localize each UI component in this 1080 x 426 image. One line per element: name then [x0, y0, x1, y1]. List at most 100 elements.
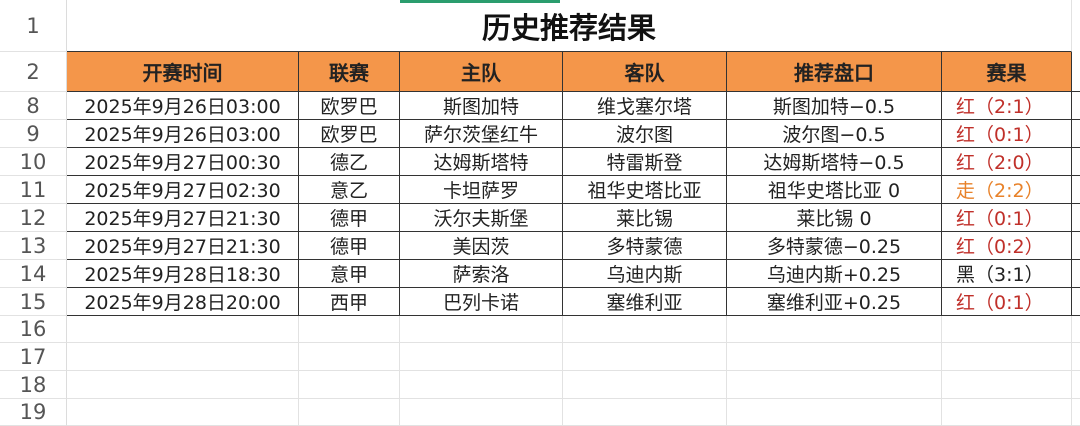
cell[interactable]	[299, 343, 400, 371]
cell[interactable]	[1072, 371, 1080, 399]
cell[interactable]: 2025年9月27日21:30	[67, 204, 299, 232]
row-header[interactable]: 2	[0, 52, 67, 92]
row-header[interactable]: 13	[0, 232, 67, 260]
result-cell[interactable]: 红（0:1）	[942, 204, 1072, 232]
cell[interactable]	[942, 343, 1072, 371]
header-cell[interactable]: 客队	[563, 52, 727, 92]
cell[interactable]: 2025年9月28日20:00	[67, 288, 299, 316]
cell[interactable]: 意甲	[299, 260, 400, 288]
row-header[interactable]: 14	[0, 260, 67, 288]
cell[interactable]	[1072, 92, 1080, 120]
cell[interactable]	[1072, 232, 1080, 260]
cell[interactable]	[942, 316, 1072, 343]
cell[interactable]: 祖华史塔比亚	[563, 176, 727, 204]
sheet-title[interactable]: 历史推荐结果	[67, 0, 1072, 52]
cell[interactable]: 莱比锡	[563, 204, 727, 232]
cell[interactable]: 祖华史塔比亚 0	[727, 176, 942, 204]
result-cell[interactable]: 红（0:1）	[942, 120, 1072, 148]
cell[interactable]	[67, 399, 299, 426]
cell[interactable]: 2025年9月27日00:30	[67, 148, 299, 176]
cell[interactable]	[67, 371, 299, 399]
row-header[interactable]: 19	[0, 399, 67, 426]
cell[interactable]: 塞维利亚+0.25	[727, 288, 942, 316]
cell[interactable]: 多特蒙德	[563, 232, 727, 260]
cell[interactable]: 斯图加特−0.5	[727, 92, 942, 120]
cell[interactable]: 萨索洛	[400, 260, 563, 288]
row-header[interactable]: 9	[0, 120, 67, 148]
header-cell[interactable]: 推荐盘口	[727, 52, 942, 92]
cell[interactable]: 2025年9月27日02:30	[67, 176, 299, 204]
cell[interactable]	[727, 316, 942, 343]
cell[interactable]	[400, 399, 563, 426]
row-header[interactable]: 10	[0, 148, 67, 176]
result-cell[interactable]: 红（2:0）	[942, 148, 1072, 176]
result-cell[interactable]: 红（0:2）	[942, 232, 1072, 260]
cell[interactable]: 多特蒙德−0.25	[727, 232, 942, 260]
result-cell[interactable]: 红（0:1）	[942, 288, 1072, 316]
header-cell[interactable]: 赛果	[942, 52, 1072, 92]
header-cell[interactable]: 开赛时间	[67, 52, 299, 92]
cell[interactable]: 斯图加特	[400, 92, 563, 120]
row-header[interactable]: 8	[0, 92, 67, 120]
cell[interactable]	[299, 316, 400, 343]
cell[interactable]: 2025年9月26日03:00	[67, 92, 299, 120]
cell[interactable]: 2025年9月26日03:00	[67, 120, 299, 148]
header-cell[interactable]: 主队	[400, 52, 563, 92]
cell[interactable]	[400, 371, 563, 399]
cell[interactable]	[727, 343, 942, 371]
row-header[interactable]: 12	[0, 204, 67, 232]
cell[interactable]	[563, 399, 727, 426]
cell[interactable]	[299, 371, 400, 399]
cell[interactable]	[942, 399, 1072, 426]
cell[interactable]: 美因茨	[400, 232, 563, 260]
row-header[interactable]: 17	[0, 343, 67, 371]
cell[interactable]: 萨尔茨堡红牛	[400, 120, 563, 148]
cell[interactable]	[1072, 399, 1080, 426]
cell[interactable]: 乌迪内斯+0.25	[727, 260, 942, 288]
cell[interactable]: 莱比锡 0	[727, 204, 942, 232]
cell[interactable]	[400, 343, 563, 371]
result-cell[interactable]: 红（2:1）	[942, 92, 1072, 120]
result-cell[interactable]: 走（2:2）	[942, 176, 1072, 204]
cell[interactable]: 2025年9月28日18:30	[67, 260, 299, 288]
cell[interactable]	[1072, 148, 1080, 176]
cell[interactable]	[1072, 288, 1080, 316]
cell[interactable]: 波尔图−0.5	[727, 120, 942, 148]
cell[interactable]	[1072, 176, 1080, 204]
cell[interactable]: 西甲	[299, 288, 400, 316]
row-header[interactable]: 15	[0, 288, 67, 316]
cell[interactable]: 意乙	[299, 176, 400, 204]
cell[interactable]	[942, 371, 1072, 399]
cell[interactable]: 达姆斯塔特	[400, 148, 563, 176]
cell[interactable]: 波尔图	[563, 120, 727, 148]
cell[interactable]	[1072, 120, 1080, 148]
cell[interactable]	[1072, 204, 1080, 232]
cell[interactable]	[727, 399, 942, 426]
cell[interactable]	[1072, 260, 1080, 288]
result-cell[interactable]: 黑（3:1）	[942, 260, 1072, 288]
cell[interactable]	[400, 316, 563, 343]
cell[interactable]: 巴列卡诺	[400, 288, 563, 316]
cell[interactable]	[563, 343, 727, 371]
cell[interactable]	[1072, 343, 1080, 371]
cell[interactable]: 维戈塞尔塔	[563, 92, 727, 120]
row-header[interactable]: 16	[0, 316, 67, 343]
cell[interactable]: 卡坦萨罗	[400, 176, 563, 204]
row-header[interactable]: 11	[0, 176, 67, 204]
cell[interactable]: 德甲	[299, 232, 400, 260]
cell[interactable]	[563, 371, 727, 399]
cell[interactable]	[563, 316, 727, 343]
cell[interactable]: 2025年9月27日21:30	[67, 232, 299, 260]
cell[interactable]	[67, 316, 299, 343]
row-header[interactable]: 1	[0, 0, 67, 52]
cell[interactable]: 达姆斯塔特−0.5	[727, 148, 942, 176]
cell[interactable]: 欧罗巴	[299, 92, 400, 120]
cell[interactable]	[299, 399, 400, 426]
cell[interactable]: 特雷斯登	[563, 148, 727, 176]
cell[interactable]: 德乙	[299, 148, 400, 176]
header-cell[interactable]	[1072, 52, 1080, 92]
cell[interactable]: 乌迪内斯	[563, 260, 727, 288]
cell[interactable]: 塞维利亚	[563, 288, 727, 316]
cell[interactable]	[727, 371, 942, 399]
row-header[interactable]: 18	[0, 371, 67, 399]
